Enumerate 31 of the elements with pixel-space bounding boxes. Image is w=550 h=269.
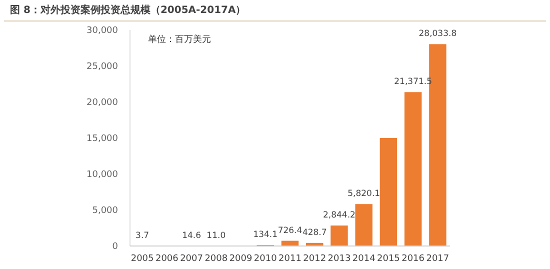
y-tick-label: 15,000 (86, 134, 118, 144)
x-tick-label: 2016 (402, 254, 425, 264)
x-tick-label: 2005 (130, 254, 154, 264)
data-label: 28,033.8 (418, 29, 457, 40)
data-label: 428.7 (302, 228, 327, 238)
y-tick-label: 0 (112, 242, 118, 252)
x-tick-label: 2014 (352, 254, 376, 264)
data-label: 2,844.2 (323, 210, 356, 221)
data-label: 11.0 (206, 230, 226, 241)
y-tick-label: 10,000 (86, 170, 118, 180)
data-label: 5,820.1 (348, 189, 380, 200)
x-tick-label: 2008 (204, 254, 228, 264)
x-tick-label: 2015 (377, 254, 400, 264)
data-label: 14.6 (182, 230, 202, 241)
data-label: 3.7 (136, 230, 150, 241)
x-tick-label: 2017 (426, 254, 450, 264)
x-tick-label: 2010 (254, 254, 278, 264)
x-tick-label: 2006 (155, 254, 179, 264)
annotation: 单位：百万美元 (148, 34, 211, 45)
x-tick-label: 2009 (229, 254, 252, 264)
y-tick-label: 25,000 (86, 62, 118, 72)
data-label: 726.4 (278, 226, 302, 236)
x-tick-label: 2012 (303, 254, 326, 264)
x-tick-label: 2013 (328, 254, 351, 264)
y-tick-label: 30,000 (86, 26, 118, 36)
data-label: 134.1 (253, 230, 278, 240)
y-tick-label: 20,000 (86, 98, 118, 108)
x-tick-label: 2007 (180, 254, 203, 264)
x-tick-label: 2011 (278, 254, 302, 264)
y-tick-label: 5,000 (92, 206, 118, 216)
chart-title: 图 8：对外投资案例投资总规模（2005A-2017A） (10, 4, 246, 16)
